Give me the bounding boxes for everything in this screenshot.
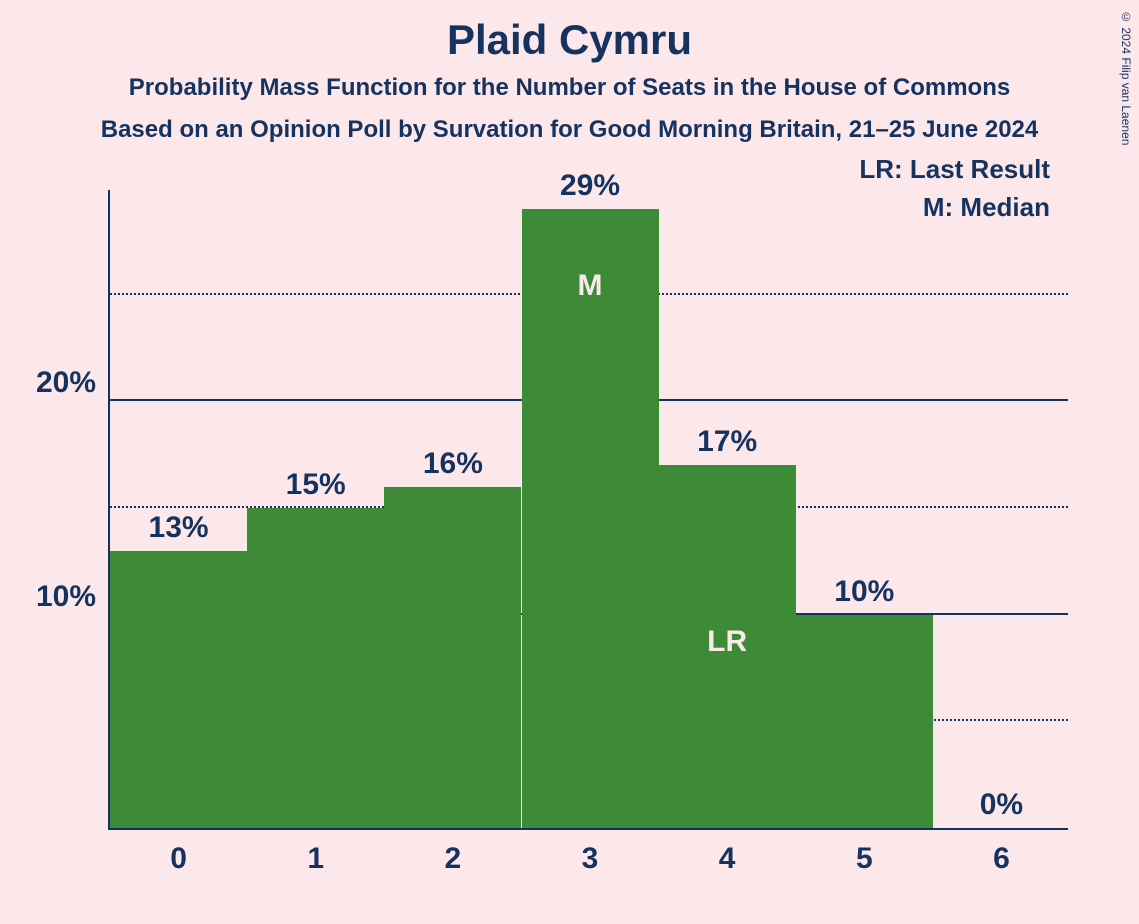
bar-marker-label: M <box>578 269 603 303</box>
legend-m: M: Median <box>923 192 1050 223</box>
x-axis-tick-label: 3 <box>582 842 599 876</box>
bar-chart: LR: Last Result M: Median 10%20%13%015%1… <box>108 190 1068 830</box>
x-axis-tick-label: 0 <box>170 842 187 876</box>
chart-subtitle-1: Probability Mass Function for the Number… <box>0 74 1139 102</box>
bar-value-label: 16% <box>423 447 483 481</box>
y-axis-tick-label: 10% <box>36 580 96 614</box>
bar: 13% <box>110 551 247 828</box>
bar-marker-label: LR <box>707 625 747 659</box>
x-axis-tick-label: 5 <box>856 842 873 876</box>
x-axis-tick-label: 2 <box>445 842 462 876</box>
x-axis-tick-label: 6 <box>993 842 1010 876</box>
bar-value-label: 17% <box>697 425 757 459</box>
bar-value-label: 13% <box>149 511 209 545</box>
bar: 29%M <box>522 209 659 828</box>
y-axis-tick-label: 20% <box>36 366 96 400</box>
bar-value-label: 29% <box>560 169 620 203</box>
x-axis-tick-label: 1 <box>307 842 324 876</box>
chart-title: Plaid Cymru <box>0 0 1139 64</box>
chart-subtitle-2: Based on an Opinion Poll by Survation fo… <box>0 116 1139 144</box>
bar-value-label: 0% <box>980 788 1023 822</box>
legend-lr: LR: Last Result <box>859 154 1050 185</box>
copyright-text: © 2024 Filip van Laenen <box>1119 10 1133 145</box>
bar: 10% <box>796 615 933 828</box>
bar: 16% <box>384 487 521 828</box>
bar-value-label: 10% <box>834 575 894 609</box>
bar: 17%LR <box>659 465 796 828</box>
bar-value-label: 15% <box>286 468 346 502</box>
bar: 15% <box>247 508 384 828</box>
x-axis-tick-label: 4 <box>719 842 736 876</box>
